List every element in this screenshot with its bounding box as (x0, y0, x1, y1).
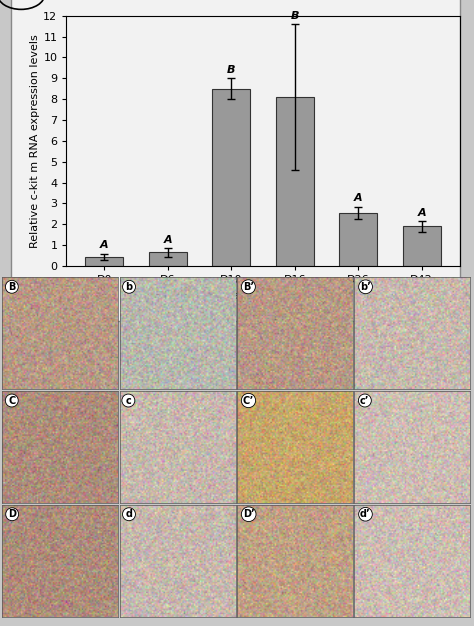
Text: A: A (354, 193, 363, 203)
Text: B: B (227, 65, 236, 75)
Bar (403, 227, 441, 266)
Text: A: A (164, 235, 172, 245)
Bar (339, 213, 377, 266)
Text: B’: B’ (243, 282, 254, 292)
Bar (212, 89, 250, 266)
Text: d’: d’ (360, 509, 371, 519)
Bar (149, 252, 187, 266)
Text: B: B (8, 282, 16, 292)
X-axis label: Postnatal mouse ages: Postnatal mouse ages (202, 290, 324, 300)
Text: A: A (418, 208, 426, 218)
Text: d: d (126, 509, 132, 519)
Y-axis label: Relative c-kit m RNA expression levels: Relative c-kit m RNA expression levels (30, 34, 40, 248)
Text: b’: b’ (360, 282, 371, 292)
Text: D: D (8, 509, 16, 519)
Text: b: b (126, 282, 133, 292)
Text: D’: D’ (243, 509, 255, 519)
Text: A: A (100, 240, 109, 250)
Bar (85, 257, 123, 266)
Text: c’: c’ (360, 396, 370, 406)
Text: c: c (126, 396, 131, 406)
Text: C’: C’ (243, 396, 254, 406)
Text: B: B (291, 11, 299, 21)
Bar (276, 97, 314, 266)
Text: C: C (8, 396, 16, 406)
FancyBboxPatch shape (11, 0, 460, 321)
